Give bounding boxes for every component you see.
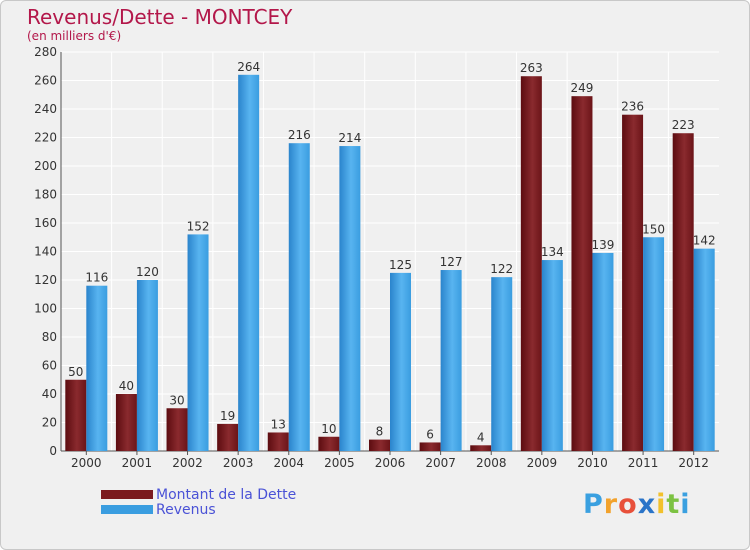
legend-swatch-debt: [101, 490, 153, 499]
bar-revenue: [187, 234, 209, 451]
data-label: 13: [271, 417, 286, 431]
bar-revenue: [643, 237, 665, 451]
data-label: 122: [490, 262, 513, 276]
chart-subtitle: (en milliers d'€): [27, 29, 122, 43]
bar-debt: [166, 408, 188, 451]
y-tick-label: 20: [42, 416, 57, 430]
logo-letter: P: [583, 489, 604, 520]
y-tick-label: 240: [34, 102, 57, 116]
data-label: 214: [338, 131, 361, 145]
x-tick-label: 2012: [678, 456, 709, 470]
bar-debt: [267, 432, 289, 451]
data-label: 223: [672, 118, 695, 132]
y-tick-label: 260: [34, 74, 57, 88]
x-tick-label: 2006: [375, 456, 406, 470]
logo-letter: x: [637, 489, 657, 520]
bar-revenue: [440, 270, 462, 451]
data-label: 19: [220, 409, 235, 423]
y-tick-label: 60: [42, 359, 57, 373]
data-label: 142: [693, 234, 716, 248]
bar-debt: [369, 439, 390, 451]
bar-revenue: [136, 280, 158, 451]
bar-revenue: [592, 252, 614, 451]
bar-revenue: [238, 74, 260, 452]
y-tick-label: 120: [34, 273, 57, 287]
proxiti-logo: Proxiti: [583, 489, 691, 520]
bar-revenue: [86, 285, 108, 451]
data-label: 125: [389, 258, 412, 272]
chart-title: Revenus/Dette - MONTCEY: [27, 5, 293, 29]
x-tick-label: 2011: [628, 456, 659, 470]
y-tick-label: 40: [42, 387, 57, 401]
data-label: 10: [321, 422, 336, 436]
legend-label-debt: Montant de la Dette: [156, 487, 297, 503]
data-label: 139: [592, 238, 615, 252]
legend-label-revenue: Revenus: [156, 502, 216, 518]
bar-revenue: [491, 277, 513, 451]
logo-letter: r: [603, 489, 619, 520]
bar-revenue: [288, 143, 310, 451]
bar-revenue: [339, 146, 361, 452]
bar-debt: [470, 445, 492, 451]
logo-letter: t: [666, 489, 681, 520]
y-tick-label: 100: [34, 302, 57, 316]
y-tick-label: 140: [34, 245, 57, 259]
data-label: 116: [85, 271, 108, 285]
x-tick-label: 2000: [71, 456, 102, 470]
data-label: 8: [376, 425, 384, 439]
bar-debt: [672, 133, 694, 451]
y-tick-label: 180: [34, 188, 57, 202]
bar-debt: [115, 394, 137, 451]
y-tick-label: 160: [34, 216, 57, 230]
data-label: 40: [119, 379, 134, 393]
x-tick-label: 2009: [527, 456, 558, 470]
data-label: 50: [68, 365, 83, 379]
legend-swatch-revenue: [101, 505, 153, 514]
logo-letter: i: [656, 489, 667, 520]
x-tick-label: 2010: [577, 456, 608, 470]
data-label: 127: [440, 255, 463, 269]
data-label: 263: [520, 61, 543, 75]
logo-letter: i: [680, 489, 691, 520]
x-tick-label: 2002: [172, 456, 203, 470]
data-label: 134: [541, 245, 564, 259]
data-label: 152: [187, 219, 210, 233]
y-tick-label: 0: [49, 444, 57, 458]
x-tick-label: 2007: [425, 456, 456, 470]
data-label: 6: [426, 427, 434, 441]
x-tick-label: 2003: [223, 456, 254, 470]
bar-debt: [571, 96, 593, 452]
data-label: 249: [571, 81, 594, 95]
data-label: 4: [477, 430, 485, 444]
logo-letter: o: [618, 489, 638, 520]
y-tick-label: 80: [42, 330, 57, 344]
x-tick-label: 2001: [122, 456, 153, 470]
x-tick-label: 2004: [273, 456, 304, 470]
data-label: 236: [621, 100, 644, 114]
data-label: 150: [642, 222, 665, 236]
bar-debt: [419, 442, 441, 451]
bar-debt: [520, 76, 542, 451]
bar-revenue: [541, 260, 563, 451]
bar-revenue: [390, 272, 411, 451]
x-tick-label: 2005: [324, 456, 355, 470]
bar-revenue: [693, 248, 715, 451]
x-tick-label: 2008: [476, 456, 507, 470]
bar-debt: [217, 423, 239, 451]
y-tick-label: 220: [34, 131, 57, 145]
bar-debt: [622, 114, 644, 451]
bar-debt: [318, 436, 340, 451]
data-label: 264: [237, 60, 260, 74]
data-label: 216: [288, 128, 311, 142]
data-label: 30: [169, 393, 184, 407]
y-tick-label: 280: [34, 45, 57, 59]
bar-debt: [65, 379, 87, 451]
data-label: 120: [136, 265, 159, 279]
y-tick-label: 200: [34, 159, 57, 173]
